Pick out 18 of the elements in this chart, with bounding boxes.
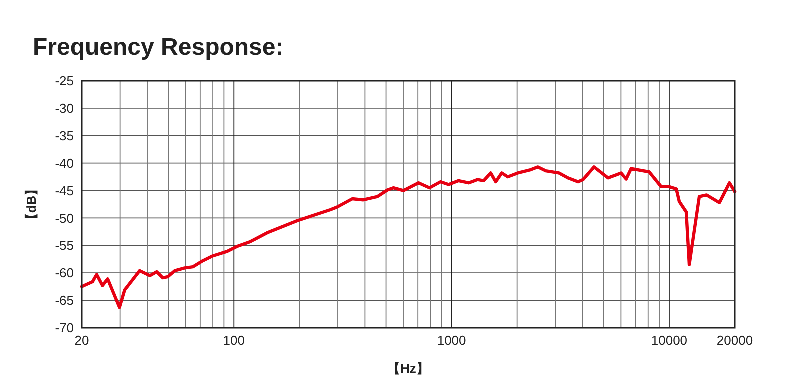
chart-title: Frequency Response: [33, 34, 284, 61]
x-tick-label: 10000 [651, 333, 688, 348]
x-tick-label: 20 [74, 333, 90, 348]
x-axis-title: 【Hz】 [388, 361, 430, 376]
y-tick-label: -25 [55, 74, 74, 89]
y-tick-label: -45 [55, 183, 74, 198]
y-tick-label: -30 [55, 100, 74, 116]
y-axis-title: 【dB】 [24, 182, 39, 226]
y-tick-label: -55 [55, 238, 74, 254]
y-tick-label: -35 [55, 128, 74, 144]
y-tick-label: -70 [55, 320, 74, 336]
x-tick-label: 20000 [716, 333, 754, 348]
y-tick-label: -65 [55, 293, 74, 308]
y-tick-label: -50 [55, 210, 74, 226]
x-tick-label: 1000 [437, 333, 466, 348]
y-tick-label: -40 [55, 156, 74, 171]
x-tick-label: 100 [223, 333, 245, 348]
y-tick-label: -60 [55, 266, 74, 281]
